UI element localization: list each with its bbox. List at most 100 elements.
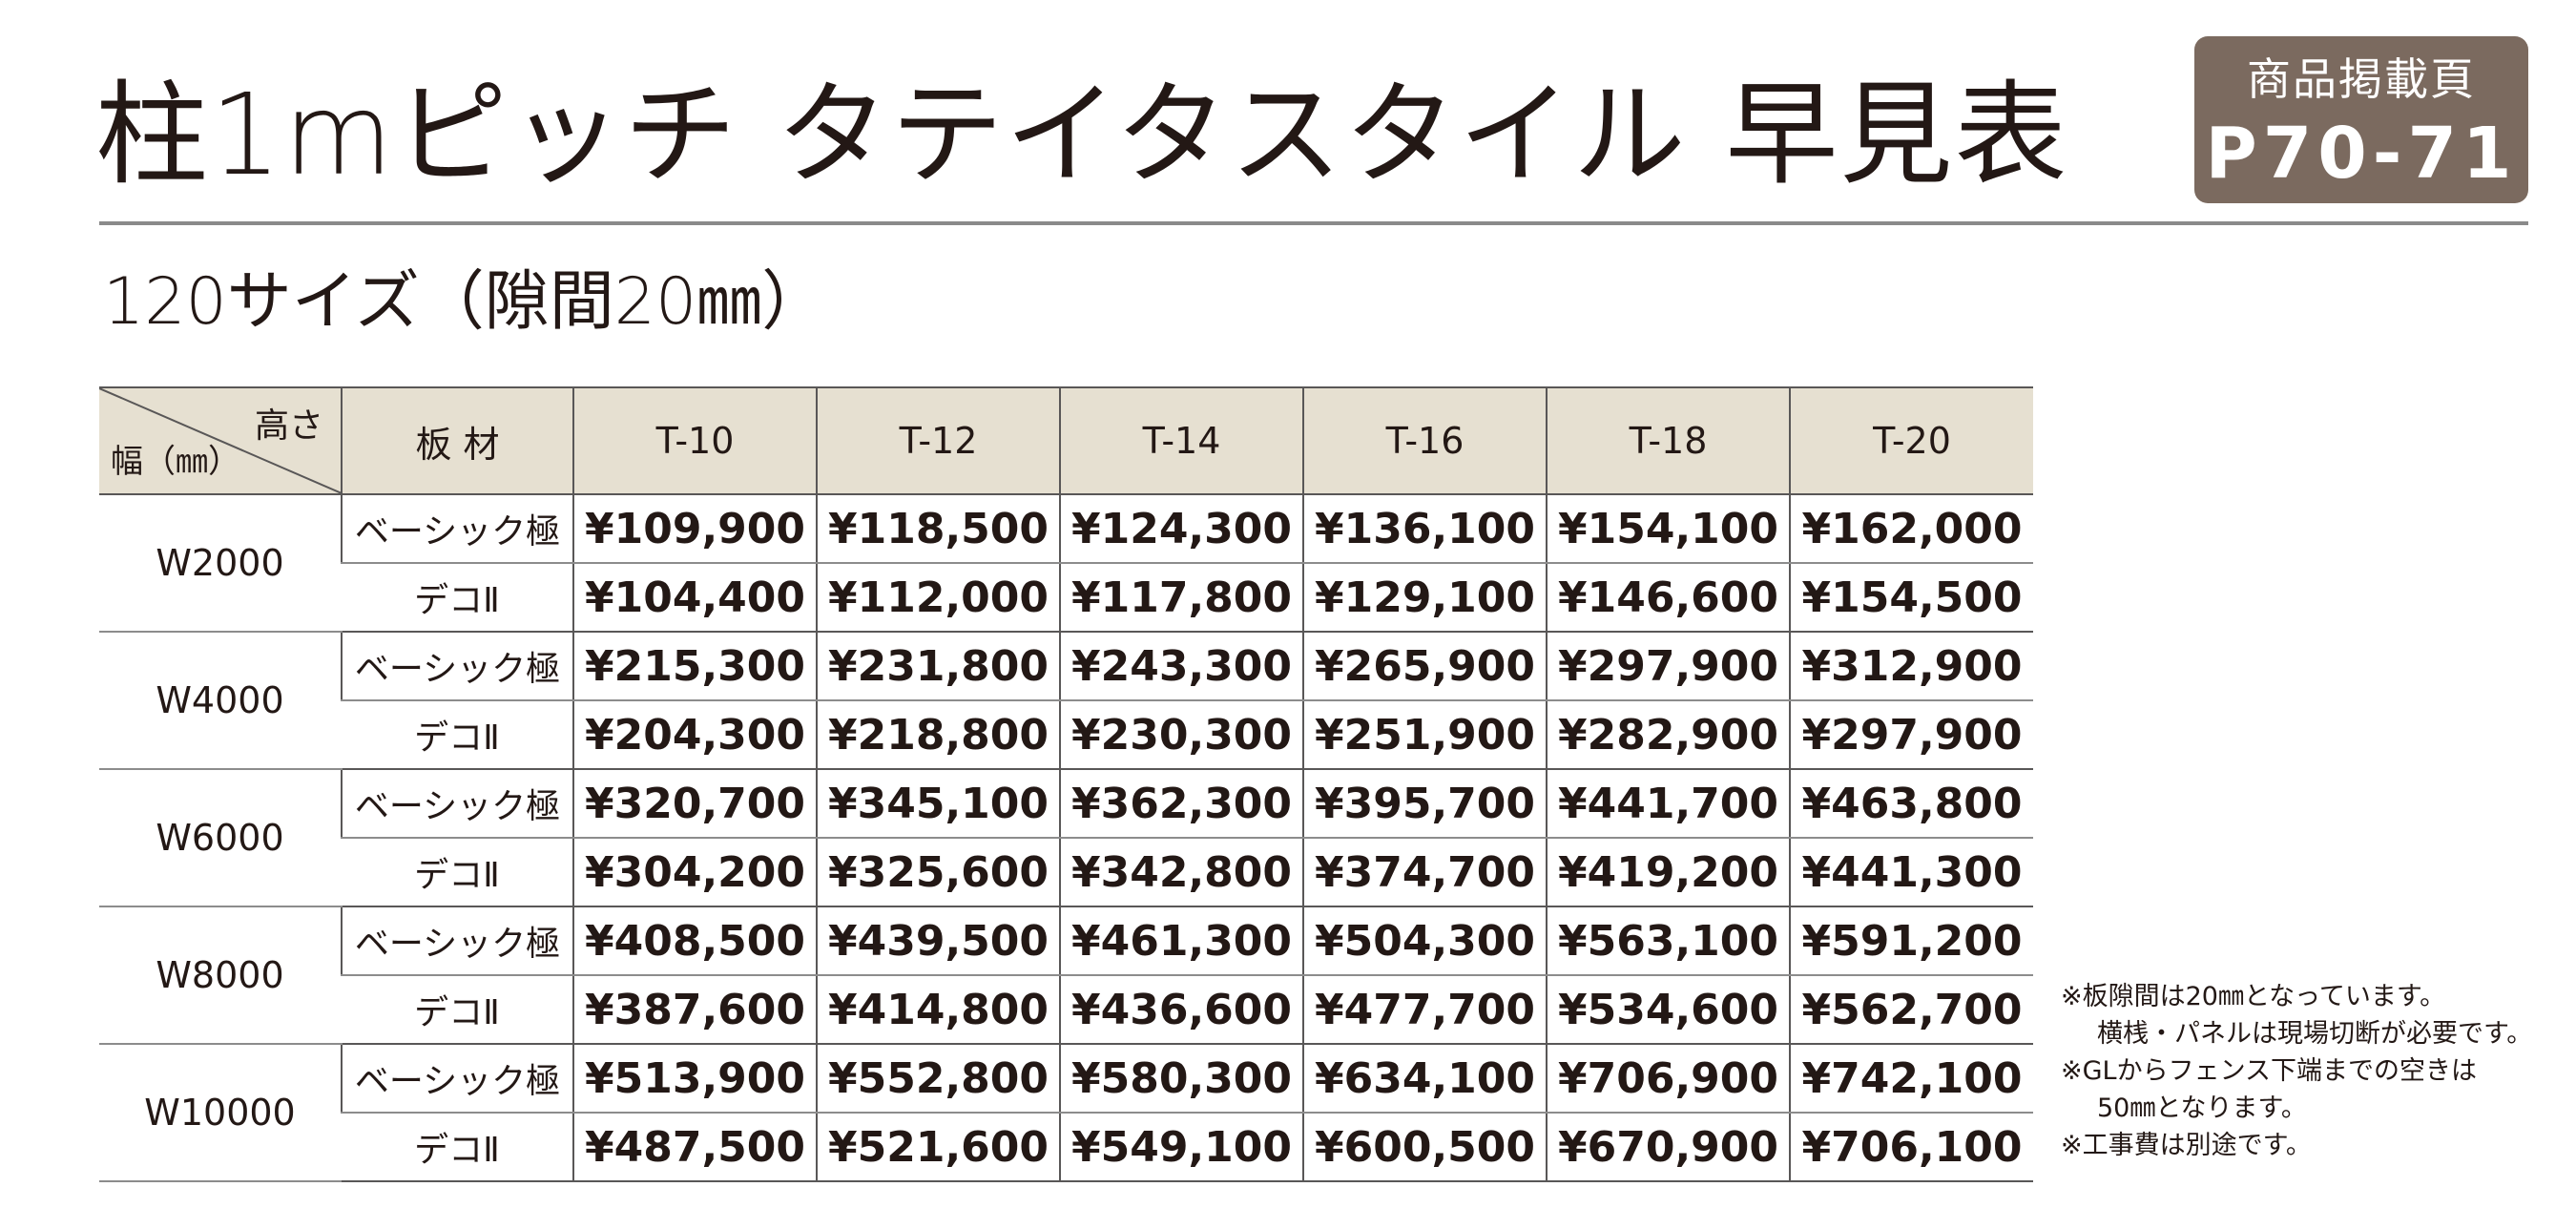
material-cell: ベーシック極 bbox=[341, 632, 573, 701]
price-cell: ¥136,100 bbox=[1302, 494, 1547, 564]
table-row: W10000 ベーシック極 ¥513,900 ¥552,800 ¥580,300 ¥634… bbox=[99, 1044, 2033, 1182]
corner-width-label: 幅（㎜） bbox=[111, 443, 240, 481]
height-header: T-16 bbox=[1302, 386, 1547, 495]
price-cell: ¥124,300 bbox=[1059, 494, 1303, 564]
table-row: W8000 ベーシック極 ¥408,500 ¥439,500 ¥461,300 ¥504,… bbox=[99, 906, 2033, 1045]
price-cell: ¥419,200 bbox=[1546, 838, 1790, 907]
price-cell: ¥162,000 bbox=[1789, 494, 2033, 564]
width-cell: W4000 bbox=[99, 632, 342, 770]
price-cell: ¥463,800 bbox=[1789, 769, 2033, 839]
price-table: 高さ 幅（㎜） 板 材 T-10 T-12 T-14 T-16 T-18 T-2… bbox=[99, 386, 2033, 1182]
price-cell: ¥204,300 bbox=[572, 700, 817, 770]
table-header-row: 高さ 幅（㎜） 板 材 T-10 T-12 T-14 T-16 T-18 T-2… bbox=[99, 386, 2033, 495]
height-header: T-18 bbox=[1546, 386, 1790, 495]
table-row: デコⅡ ¥487,500 ¥521,600 ¥549,100 ¥600,500 ¥670,… bbox=[99, 1113, 2033, 1182]
table-row: W4000 ベーシック極 ¥215,300 ¥231,800 ¥243,300 ¥265,… bbox=[99, 632, 2033, 770]
price-cell: ¥230,300 bbox=[1059, 700, 1303, 770]
material-cell: デコⅡ bbox=[342, 838, 573, 907]
title-divider bbox=[99, 221, 2528, 225]
price-cell: ¥342,800 bbox=[1059, 838, 1303, 907]
price-cell: ¥215,300 bbox=[572, 632, 817, 701]
width-cell: W2000 bbox=[99, 494, 342, 633]
page-badge-pages: P70-71 bbox=[2205, 113, 2518, 195]
corner-height-label: 高さ bbox=[254, 406, 323, 446]
price-cell: ¥563,100 bbox=[1546, 906, 1790, 976]
material-header: 板 材 bbox=[341, 386, 573, 495]
price-cell: ¥534,600 bbox=[1546, 975, 1790, 1045]
price-cell: ¥441,700 bbox=[1546, 769, 1790, 839]
price-cell: ¥742,100 bbox=[1789, 1044, 2033, 1114]
note-line: ※板隙間は20㎜となっています。 bbox=[2061, 982, 2446, 1011]
price-cell: ¥670,900 bbox=[1546, 1113, 1790, 1182]
material-cell: ベーシック極 bbox=[341, 906, 573, 976]
price-cell: ¥312,900 bbox=[1789, 632, 2033, 701]
price-cell: ¥387,600 bbox=[572, 975, 817, 1045]
width-cell: W6000 bbox=[99, 769, 342, 907]
height-header: T-14 bbox=[1059, 386, 1303, 495]
catalog-page-badge: 商品掲載頁 P70-71 bbox=[2194, 36, 2528, 203]
note-line: ※GLからフェンス下端までの空きは bbox=[2061, 1056, 2478, 1086]
price-cell: ¥282,900 bbox=[1546, 700, 1790, 770]
price-cell: ¥118,500 bbox=[816, 494, 1060, 564]
material-cell: ベーシック極 bbox=[341, 769, 573, 839]
price-cell: ¥513,900 bbox=[572, 1044, 817, 1114]
material-cell: ベーシック極 bbox=[341, 494, 573, 564]
price-cell: ¥552,800 bbox=[816, 1044, 1060, 1114]
table-row: デコⅡ ¥104,400 ¥112,000 ¥117,800 ¥129,100 ¥146,… bbox=[99, 563, 2033, 633]
notes: ※板隙間は20㎜となっています。 横桟・パネルは現場切断が必要です。 ※GLから… bbox=[2061, 978, 2532, 1164]
page-title: 柱1mピッチ タテイタスタイル 早見表 bbox=[95, 69, 2069, 200]
price-cell: ¥218,800 bbox=[816, 700, 1060, 770]
price-cell: ¥297,900 bbox=[1789, 700, 2033, 770]
note-line: 50㎜となります。 bbox=[2097, 1093, 2307, 1123]
height-header: T-12 bbox=[816, 386, 1060, 495]
price-cell: ¥477,700 bbox=[1302, 975, 1547, 1045]
width-cell: W10000 bbox=[99, 1044, 342, 1182]
price-cell: ¥580,300 bbox=[1059, 1044, 1303, 1114]
price-cell: ¥129,100 bbox=[1302, 563, 1547, 633]
price-cell: ¥634,100 bbox=[1302, 1044, 1547, 1114]
price-cell: ¥487,500 bbox=[572, 1113, 817, 1182]
price-table-body: W2000 ベーシック極 ¥109,900 ¥118,500 ¥124,300 ¥136,… bbox=[99, 494, 2033, 1182]
price-cell: ¥600,500 bbox=[1302, 1113, 1547, 1182]
price-cell: ¥297,900 bbox=[1546, 632, 1790, 701]
price-cell: ¥325,600 bbox=[816, 838, 1060, 907]
price-cell: ¥362,300 bbox=[1059, 769, 1303, 839]
price-cell: ¥461,300 bbox=[1059, 906, 1303, 976]
price-cell: ¥304,200 bbox=[572, 838, 817, 907]
size-subtitle: 120サイズ（隙間20㎜） bbox=[103, 264, 827, 340]
material-cell: デコⅡ bbox=[342, 563, 573, 633]
width-cell: W8000 bbox=[99, 906, 342, 1045]
price-cell: ¥395,700 bbox=[1302, 769, 1547, 839]
price-cell: ¥441,300 bbox=[1789, 838, 2033, 907]
table-row: W6000 ベーシック極 ¥320,700 ¥345,100 ¥362,300 ¥395,… bbox=[99, 769, 2033, 907]
height-header: T-20 bbox=[1789, 386, 2033, 495]
price-cell: ¥591,200 bbox=[1789, 906, 2033, 976]
price-cell: ¥436,600 bbox=[1059, 975, 1303, 1045]
material-cell: デコⅡ bbox=[342, 1113, 573, 1182]
table-row: W2000 ベーシック極 ¥109,900 ¥118,500 ¥124,300 ¥136,… bbox=[99, 494, 2033, 633]
price-cell: ¥706,100 bbox=[1789, 1113, 2033, 1182]
price-cell: ¥562,700 bbox=[1789, 975, 2033, 1045]
price-cell: ¥251,900 bbox=[1302, 700, 1547, 770]
price-cell: ¥243,300 bbox=[1059, 632, 1303, 701]
note-line: 横桟・パネルは現場切断が必要です。 bbox=[2097, 1019, 2533, 1049]
material-cell: ベーシック極 bbox=[341, 1044, 573, 1114]
price-cell: ¥521,600 bbox=[816, 1113, 1060, 1182]
corner-diagonal-line bbox=[99, 388, 342, 493]
page-badge-label: 商品掲載頁 bbox=[2247, 53, 2476, 105]
price-cell: ¥320,700 bbox=[572, 769, 817, 839]
price-cell: ¥706,900 bbox=[1546, 1044, 1790, 1114]
note-line: ※工事費は別途です。 bbox=[2061, 1131, 2312, 1160]
height-header: T-10 bbox=[572, 386, 817, 495]
corner-header: 高さ 幅（㎜） bbox=[99, 386, 342, 495]
price-cell: ¥231,800 bbox=[816, 632, 1060, 701]
price-cell: ¥504,300 bbox=[1302, 906, 1547, 976]
material-cell: デコⅡ bbox=[342, 700, 573, 770]
price-cell: ¥117,800 bbox=[1059, 563, 1303, 633]
price-cell: ¥154,100 bbox=[1546, 494, 1790, 564]
price-cell: ¥104,400 bbox=[572, 563, 817, 633]
table-row: デコⅡ ¥304,200 ¥325,600 ¥342,800 ¥374,700 ¥419,… bbox=[99, 838, 2033, 907]
price-cell: ¥109,900 bbox=[572, 494, 817, 564]
price-cell: ¥374,700 bbox=[1302, 838, 1547, 907]
price-cell: ¥439,500 bbox=[816, 906, 1060, 976]
